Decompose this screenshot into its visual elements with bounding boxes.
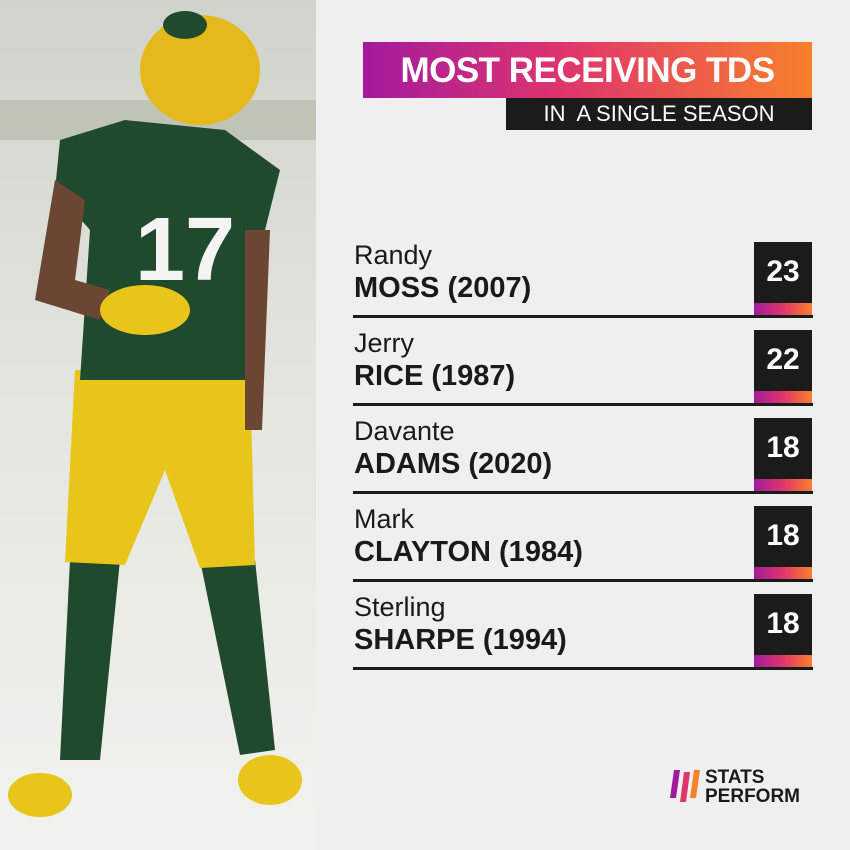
player-first-name: Davante: [354, 416, 455, 446]
value-box: 22: [754, 330, 812, 403]
td-value: 18: [766, 607, 800, 640]
accent-strip: [754, 391, 812, 403]
jersey-number: 17: [135, 200, 235, 300]
logo-text: STATS: [705, 767, 765, 788]
player-first-name: Jerry: [354, 328, 414, 358]
divider: [353, 667, 813, 670]
player-first-name: Randy: [354, 240, 433, 270]
accent-strip: [754, 479, 812, 491]
divider: [353, 403, 813, 406]
player-last-name: CLAYTON (1984): [354, 536, 583, 568]
td-value: 23: [766, 255, 800, 288]
td-value: 18: [766, 519, 800, 552]
player-last-name: MOSS (2007): [354, 272, 532, 304]
accent-strip: [754, 303, 812, 315]
accent-strip: [754, 655, 812, 667]
value-box: 18: [754, 594, 812, 667]
player-first-name: Sterling: [354, 592, 446, 622]
player-last-name: ADAMS (2020): [354, 448, 553, 480]
divider: [353, 315, 813, 318]
divider: [353, 579, 813, 582]
value-box: 18: [754, 506, 812, 579]
divider: [353, 491, 813, 494]
accent-strip: [754, 567, 812, 579]
value-box: 23: [754, 242, 812, 315]
logo-mark: [670, 770, 700, 802]
subtitle: IN A SINGLE SEASON: [506, 98, 812, 130]
player-last-name: SHARPE (1994): [354, 624, 567, 656]
player-photo: 17: [0, 0, 316, 850]
logo-text: PERFORM: [705, 786, 800, 807]
td-value: 22: [766, 343, 800, 376]
title: MOST RECEIVING TDS: [363, 42, 812, 98]
player-last-name: RICE (1987): [354, 360, 516, 392]
value-box: 18: [754, 418, 812, 491]
player-first-name: Mark: [354, 504, 414, 534]
td-value: 18: [766, 431, 800, 464]
